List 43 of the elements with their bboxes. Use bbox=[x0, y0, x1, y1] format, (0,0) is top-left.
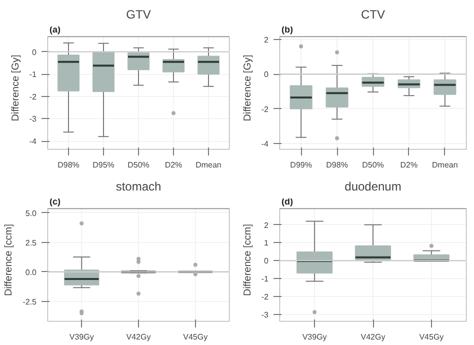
y-tick-label: -2 bbox=[29, 92, 38, 102]
y-tick-label: -4 bbox=[261, 139, 270, 148]
y-tick-label: -1 bbox=[261, 274, 270, 284]
y-axis-title: Difference [Gy] bbox=[10, 54, 22, 122]
y-tick-label: 0 bbox=[32, 48, 38, 57]
x-tick-label: V45Gy bbox=[419, 332, 444, 342]
x-tick-label: D2% bbox=[164, 160, 182, 170]
y-tick-label: 2 bbox=[264, 220, 270, 230]
x-tick-label: D50% bbox=[128, 160, 150, 170]
x-tick-label: D99% bbox=[290, 160, 312, 170]
y-tick-label: 0 bbox=[264, 70, 270, 80]
y-tick-label: 5.0 bbox=[25, 208, 38, 218]
y-tick-label: 2 bbox=[264, 35, 270, 44]
y-tick-label: 0.0 bbox=[25, 268, 38, 277]
y-axis-title: Difference [ccm] bbox=[242, 224, 254, 296]
x-tick-label: V42Gy bbox=[360, 332, 386, 342]
x-tick-label: D95% bbox=[92, 160, 114, 170]
y-tick-label: -4 bbox=[29, 137, 38, 146]
y-tick-label: 2.5 bbox=[25, 238, 38, 248]
chart-title: duodenum bbox=[344, 180, 402, 194]
x-tick-label: D98% bbox=[326, 160, 348, 170]
x-tick-label: V39Gy bbox=[69, 332, 94, 342]
chart-title: stomach bbox=[116, 180, 162, 194]
y-axis-title: Difference [ccm] bbox=[4, 224, 15, 296]
y-axis-title: Difference [Gy] bbox=[242, 54, 254, 122]
x-tick-label: D2% bbox=[400, 160, 418, 170]
y-tick-label: -2 bbox=[261, 292, 270, 302]
x-tick-label: Dmean bbox=[432, 160, 458, 170]
x-tick-label: V42Gy bbox=[126, 332, 151, 342]
y-tick-label: 0 bbox=[264, 256, 270, 266]
x-tick-label: D50% bbox=[362, 160, 384, 170]
y-tick-label: 1 bbox=[264, 238, 270, 248]
x-tick-label: Dmean bbox=[196, 160, 222, 170]
y-tick-label: -2.5 bbox=[22, 297, 38, 306]
chart-title: GTV bbox=[126, 8, 151, 22]
x-tick-label: V45Gy bbox=[183, 332, 208, 342]
chart-title: CTV bbox=[361, 8, 385, 22]
y-tick-label: -2 bbox=[261, 104, 270, 114]
y-tick-label: -3 bbox=[261, 310, 270, 320]
y-tick-label: -1 bbox=[29, 70, 38, 80]
x-tick-label: D98% bbox=[58, 160, 80, 170]
x-tick-label: V39Gy bbox=[302, 332, 327, 342]
y-tick-label: -3 bbox=[29, 114, 38, 124]
